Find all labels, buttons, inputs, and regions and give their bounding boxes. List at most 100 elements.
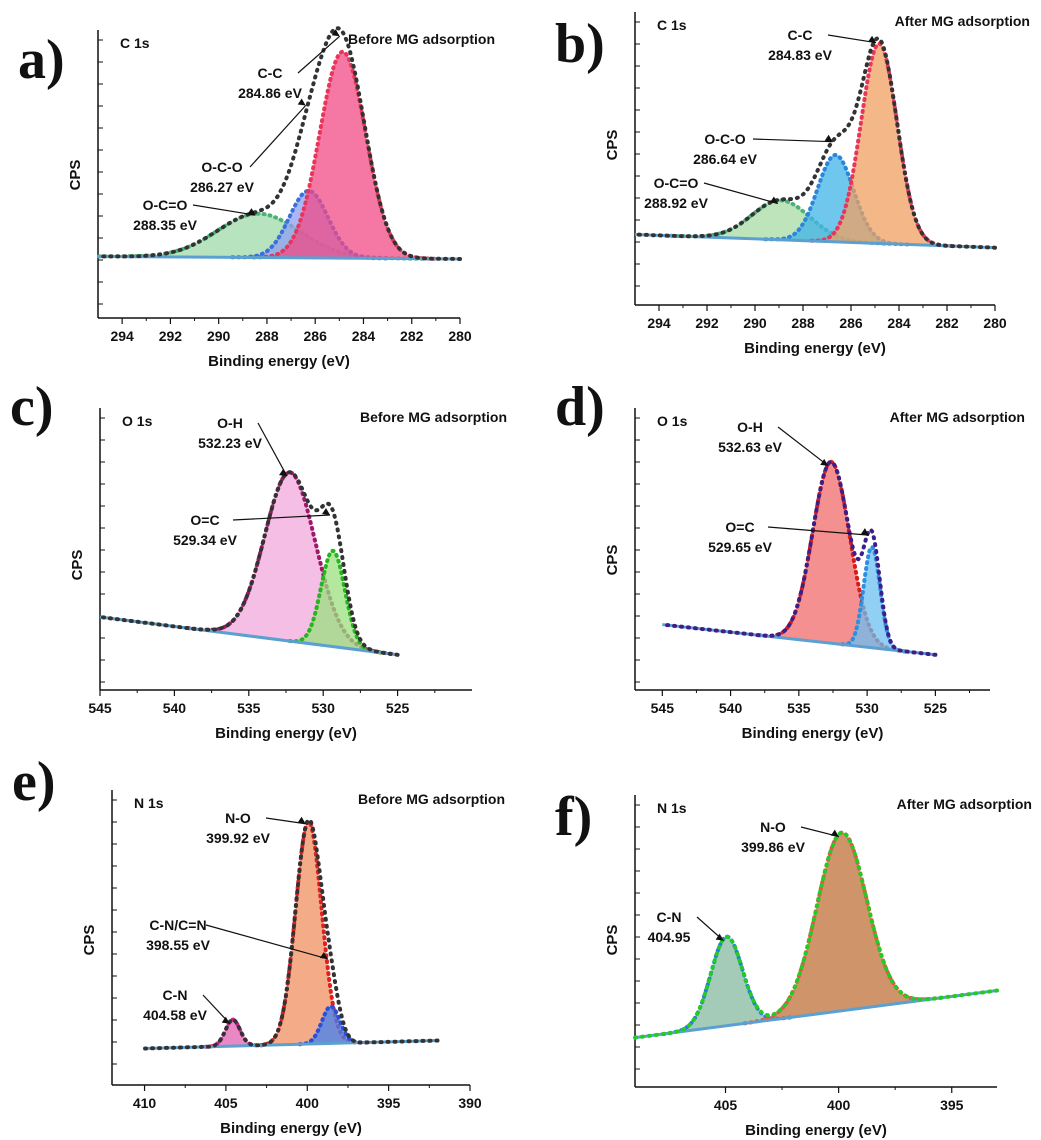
- peak-annotation-text: 286.27 eV: [190, 179, 254, 195]
- peak-annotation-arrow: [232, 514, 331, 521]
- x-tick-label: 405: [714, 1097, 738, 1113]
- arrow-head: [820, 458, 829, 466]
- arrow-head: [221, 1016, 230, 1024]
- arrow-head: [279, 469, 288, 477]
- peak-fill-3: [251, 51, 435, 259]
- panel-label: b): [555, 13, 605, 75]
- x-tick-label: 390: [458, 1095, 482, 1111]
- y-axis-label: CPS: [67, 160, 84, 191]
- panel-title: After MG adsorption: [897, 796, 1032, 812]
- x-tick-label: 410: [133, 1095, 157, 1111]
- peak-annotation-text: O-H: [737, 419, 763, 435]
- panel-label: e): [12, 751, 56, 813]
- core-level-label: C 1s: [120, 35, 150, 51]
- peak-annotation-arrow: [205, 924, 329, 960]
- peak-annotation-text: C-C: [788, 27, 813, 43]
- peak-fill-3: [807, 43, 952, 247]
- x-tick-label: 530: [312, 700, 336, 716]
- x-tick-label: 286: [304, 328, 328, 344]
- peak-annotation-text: 398.55 eV: [146, 937, 210, 953]
- x-tick-label: 400: [827, 1097, 851, 1113]
- peak-annotation-text: O-C=O: [654, 175, 699, 191]
- panel-a: a) 294 292 290 288 286 284 282 280 Binding energy…: [18, 26, 495, 370]
- core-level-label: N 1s: [657, 800, 687, 816]
- peak-annotation-text: C-N/C=N: [149, 917, 206, 933]
- panel-title: Before MG adsorption: [358, 791, 505, 807]
- peak-annotation-text: N-O: [760, 819, 786, 835]
- peak-annotation-text: 399.86 eV: [741, 839, 805, 855]
- peak-annotation-text: C-N: [163, 987, 188, 1003]
- y-axis-label: CPS: [604, 130, 621, 161]
- peak-annotation-arrow: [297, 35, 341, 74]
- y-axis-label: CPS: [604, 545, 621, 576]
- peak-fill-1: [98, 213, 423, 259]
- peak-annotation-text: O-C-O: [201, 159, 242, 175]
- peak-annotation-text: C-C: [258, 65, 283, 81]
- peak-annotation-arrow: [827, 34, 877, 44]
- x-tick-label: 400: [296, 1095, 320, 1111]
- x-tick-label: 280: [448, 328, 472, 344]
- panel-c: c) 545 540 535 530 525 Binding energy (eV) CPS O…: [10, 376, 507, 742]
- core-level-label: O 1s: [657, 413, 688, 429]
- panel-b: b) 294 292 290 288 286 284 282 280 Binding energy…: [555, 12, 1030, 357]
- peak-fill-1: [188, 472, 392, 654]
- envelope-curve: [98, 470, 400, 657]
- x-tick-label: 530: [855, 700, 879, 716]
- x-tick-label: 288: [255, 328, 279, 344]
- panel-label: d): [555, 376, 605, 438]
- panel-e: e) 410 405 400 395 390 Binding energy (eV) CPS N…: [12, 751, 505, 1137]
- core-level-label: N 1s: [134, 795, 164, 811]
- peak-annotation-text: 532.23 eV: [198, 435, 262, 451]
- envelope-curve: [142, 817, 440, 1051]
- arrow-head: [297, 816, 306, 824]
- x-tick-label: 292: [695, 315, 719, 331]
- envelope-curve: [633, 36, 997, 250]
- peak-fill-2: [742, 832, 942, 1024]
- x-axis-label: Binding energy (eV): [744, 340, 886, 357]
- x-tick-label: 545: [651, 700, 675, 716]
- arrow-head: [824, 134, 833, 142]
- panel-d: d) 545 540 535 530 525 Binding energy (eV) CPS O…: [555, 376, 1025, 742]
- peak-annotation-text: 404.95: [648, 929, 691, 945]
- panel-title: After MG adsorption: [895, 13, 1030, 29]
- arrow-head: [868, 35, 877, 43]
- arrow-head: [715, 933, 724, 941]
- arrow-head: [830, 829, 839, 837]
- x-tick-label: 292: [159, 328, 183, 344]
- peak-annotation-text: O=C: [725, 519, 754, 535]
- peak-annotation-text: 284.86 eV: [238, 85, 302, 101]
- peak-annotation-text: 286.64 eV: [693, 151, 757, 167]
- peak-annotation-arrow: [703, 182, 779, 205]
- x-tick-label: 286: [839, 315, 863, 331]
- panel-label: a): [18, 29, 65, 91]
- x-tick-label: 290: [743, 315, 767, 331]
- peak-annotation-text: O-H: [217, 415, 243, 431]
- peak-fill-2: [285, 550, 381, 653]
- peak-fill-2: [256, 821, 361, 1046]
- peak-fill-3: [295, 1006, 367, 1045]
- x-tick-label: 540: [163, 700, 187, 716]
- arrow-head: [322, 508, 331, 516]
- arrow-head: [247, 208, 256, 216]
- peak-annotation-text: O-C=O: [143, 197, 188, 213]
- peak-annotation-arrow: [777, 426, 829, 467]
- baseline: [99, 615, 398, 657]
- baseline: [97, 254, 461, 261]
- x-axis-label: Binding energy (eV): [208, 353, 350, 370]
- arrow-head: [769, 196, 778, 204]
- peak-annotation-text: O=C: [190, 512, 219, 528]
- peak-annotation-arrow: [767, 526, 869, 536]
- x-tick-label: 282: [400, 328, 424, 344]
- panel-title: Before MG adsorption: [348, 31, 495, 47]
- x-tick-label: 280: [983, 315, 1007, 331]
- panel-label: f): [555, 786, 592, 848]
- x-axis-label: Binding energy (eV): [215, 725, 357, 742]
- x-tick-label: 288: [791, 315, 815, 331]
- x-tick-label: 540: [719, 700, 743, 716]
- peak-fill-1: [757, 461, 905, 652]
- panel-title: After MG adsorption: [890, 409, 1025, 425]
- x-tick-label: 294: [647, 315, 671, 331]
- peak-fill-2: [839, 547, 905, 652]
- core-level-label: C 1s: [657, 17, 687, 33]
